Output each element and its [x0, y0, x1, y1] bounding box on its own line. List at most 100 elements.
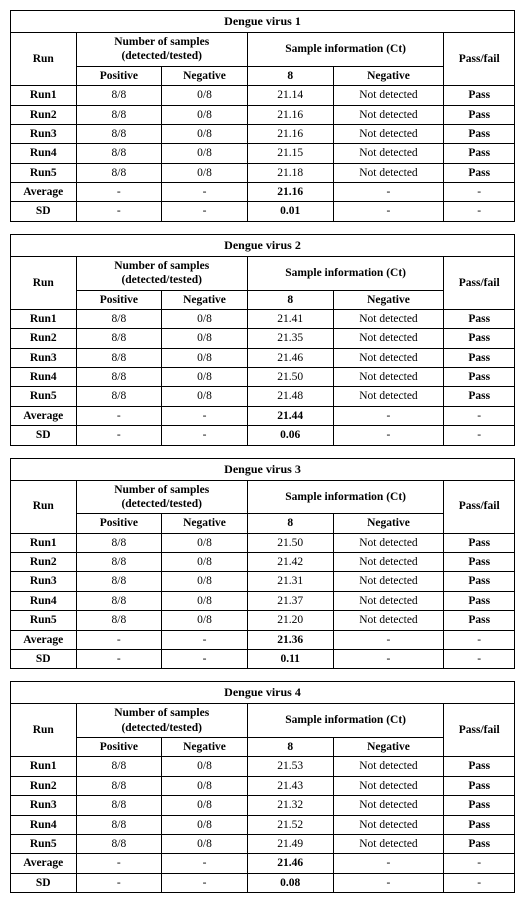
cell-ct: 21.53: [247, 757, 333, 776]
cell-ct: 0.08: [247, 873, 333, 892]
cell-ctneg: Not detected: [333, 572, 444, 591]
cell-ct: 21.41: [247, 309, 333, 328]
cell-run: Run1: [11, 309, 77, 328]
table-row: Run18/80/821.50Not detectedPass: [11, 533, 515, 552]
cell-passfail: Pass: [444, 86, 515, 105]
cell-ctneg: Not detected: [333, 309, 444, 328]
cell-neg: 0/8: [162, 144, 248, 163]
cell-run: Run3: [11, 124, 77, 143]
cell-neg: 0/8: [162, 776, 248, 795]
cell-pos: 8/8: [76, 533, 162, 552]
cell-passfail: -: [444, 630, 515, 649]
cell-neg: 0/8: [162, 611, 248, 630]
cell-passfail: Pass: [444, 368, 515, 387]
sub-positive: Positive: [76, 66, 162, 85]
cell-ctneg: Not detected: [333, 348, 444, 367]
col-num-samples: Number of samples(detected/tested): [76, 704, 247, 738]
table-row: Run18/80/821.53Not detectedPass: [11, 757, 515, 776]
cell-pos: 8/8: [76, 815, 162, 834]
cell-ct: 21.49: [247, 834, 333, 853]
sub-ct-pos: 8: [247, 514, 333, 533]
summary-row: Average--21.44--: [11, 406, 515, 425]
cell-ct: 21.15: [247, 144, 333, 163]
col-passfail: Pass/fail: [444, 256, 515, 309]
table-row: Run38/80/821.32Not detectedPass: [11, 796, 515, 815]
sub-negative: Negative: [162, 738, 248, 757]
cell-ct: 21.50: [247, 533, 333, 552]
cell-pos: 8/8: [76, 329, 162, 348]
sub-ct-neg: Negative: [333, 66, 444, 85]
cell-neg: 0/8: [162, 329, 248, 348]
data-table: Dengue virus 4RunNumber of samples(detec…: [10, 681, 515, 893]
cell-neg: -: [162, 202, 248, 221]
col-run: Run: [11, 704, 77, 757]
table-row: Run48/80/821.52Not detectedPass: [11, 815, 515, 834]
cell-pos: 8/8: [76, 387, 162, 406]
cell-run: Average: [11, 406, 77, 425]
table-row: Run18/80/821.14Not detectedPass: [11, 86, 515, 105]
table-row: Run48/80/821.15Not detectedPass: [11, 144, 515, 163]
cell-passfail: Pass: [444, 572, 515, 591]
cell-passfail: Pass: [444, 124, 515, 143]
cell-passfail: Pass: [444, 591, 515, 610]
cell-neg: -: [162, 406, 248, 425]
cell-neg: 0/8: [162, 105, 248, 124]
cell-neg: 0/8: [162, 368, 248, 387]
num-samples-line1: Number of samples: [114, 260, 209, 272]
table-row: Run38/80/821.16Not detectedPass: [11, 124, 515, 143]
cell-ctneg: Not detected: [333, 144, 444, 163]
cell-pos: -: [76, 873, 162, 892]
cell-run: Run4: [11, 144, 77, 163]
sub-ct-pos: 8: [247, 66, 333, 85]
num-samples-line2: (detected/tested): [121, 722, 201, 734]
cell-run: SD: [11, 202, 77, 221]
cell-pos: 8/8: [76, 553, 162, 572]
cell-run: Run4: [11, 591, 77, 610]
summary-row: SD--0.01--: [11, 202, 515, 221]
cell-pos: 8/8: [76, 348, 162, 367]
cell-ct: 21.16: [247, 183, 333, 202]
cell-neg: 0/8: [162, 591, 248, 610]
cell-run: Run2: [11, 553, 77, 572]
cell-pos: 8/8: [76, 834, 162, 853]
cell-pos: -: [76, 649, 162, 668]
cell-neg: 0/8: [162, 309, 248, 328]
cell-run: Run5: [11, 387, 77, 406]
cell-ctneg: Not detected: [333, 86, 444, 105]
cell-ct: 21.16: [247, 124, 333, 143]
cell-ct: 0.01: [247, 202, 333, 221]
cell-passfail: Pass: [444, 144, 515, 163]
cell-pos: 8/8: [76, 144, 162, 163]
cell-neg: 0/8: [162, 757, 248, 776]
cell-ctneg: -: [333, 183, 444, 202]
cell-ctneg: Not detected: [333, 387, 444, 406]
sub-positive: Positive: [76, 290, 162, 309]
table-row: Run38/80/821.31Not detectedPass: [11, 572, 515, 591]
cell-ctneg: Not detected: [333, 553, 444, 572]
col-passfail: Pass/fail: [444, 33, 515, 86]
cell-run: SD: [11, 873, 77, 892]
cell-pos: -: [76, 854, 162, 873]
tables-container: Dengue virus 1RunNumber of samples(detec…: [10, 10, 515, 893]
cell-run: Run5: [11, 163, 77, 182]
cell-ctneg: -: [333, 202, 444, 221]
cell-neg: 0/8: [162, 163, 248, 182]
cell-run: Run3: [11, 572, 77, 591]
cell-ct: 21.43: [247, 776, 333, 795]
cell-run: Run2: [11, 329, 77, 348]
cell-ct: 21.46: [247, 854, 333, 873]
cell-neg: 0/8: [162, 387, 248, 406]
cell-run: Run1: [11, 86, 77, 105]
cell-passfail: -: [444, 873, 515, 892]
cell-ct: 21.14: [247, 86, 333, 105]
cell-run: Run3: [11, 348, 77, 367]
summary-row: SD--0.06--: [11, 426, 515, 445]
sub-negative: Negative: [162, 290, 248, 309]
cell-ct: 21.20: [247, 611, 333, 630]
cell-pos: -: [76, 630, 162, 649]
table-row: Run28/80/821.42Not detectedPass: [11, 553, 515, 572]
cell-run: Run2: [11, 105, 77, 124]
cell-neg: 0/8: [162, 124, 248, 143]
cell-ctneg: Not detected: [333, 611, 444, 630]
cell-pos: -: [76, 426, 162, 445]
